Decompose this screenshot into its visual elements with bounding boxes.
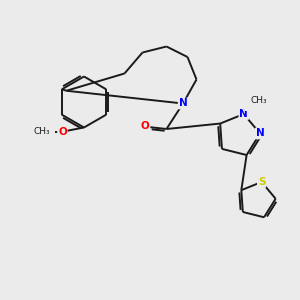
Text: N: N	[239, 109, 248, 119]
Text: N: N	[256, 128, 264, 139]
Text: N: N	[178, 98, 188, 109]
Text: CH₃: CH₃	[33, 128, 50, 136]
Text: O: O	[58, 127, 67, 137]
Text: O: O	[140, 121, 149, 131]
Text: S: S	[258, 177, 265, 187]
Text: CH₃: CH₃	[250, 96, 267, 105]
